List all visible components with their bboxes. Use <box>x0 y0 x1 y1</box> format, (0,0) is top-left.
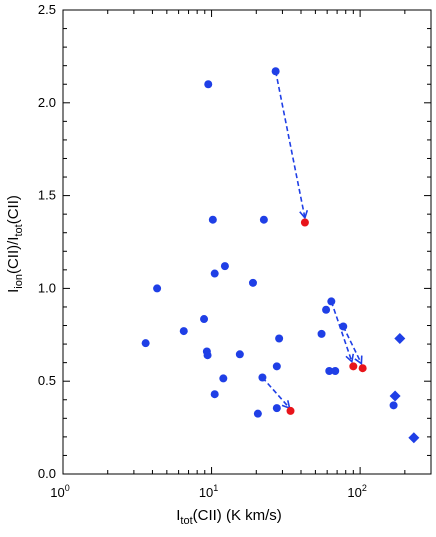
data-point <box>253 409 262 418</box>
data-point <box>389 401 398 410</box>
x-axis-label: Itot(CII) (K km/s) <box>176 507 282 527</box>
data-point <box>179 327 188 336</box>
shift-arrow <box>274 71 309 220</box>
arrow-annotations <box>261 71 363 410</box>
data-point <box>258 373 267 382</box>
x-tick-label: 101 <box>199 483 218 500</box>
data-point <box>275 334 284 343</box>
plot-frame <box>62 9 432 475</box>
y-tick-label: 2.5 <box>38 2 56 17</box>
shift-arrow <box>330 301 355 364</box>
y-tick-label: 1.5 <box>38 188 56 203</box>
y-tick-label: 0.0 <box>38 466 56 481</box>
data-point <box>327 297 336 306</box>
data-point <box>317 329 326 338</box>
data-point-red <box>349 362 358 371</box>
data-point <box>220 262 229 271</box>
data-point <box>271 67 280 76</box>
data-point-red <box>300 218 309 227</box>
data-point <box>141 339 150 348</box>
axis-ticks: 0.0 0.5 1.0 1.5 2.0 2.5 100 101 102 <box>38 2 432 500</box>
data-point-red <box>358 364 367 373</box>
data-point <box>219 374 228 383</box>
data-point <box>210 390 219 399</box>
data-point <box>259 215 268 224</box>
data-point <box>210 269 219 278</box>
data-point <box>248 278 257 287</box>
data-point <box>235 350 244 359</box>
data-point <box>208 215 217 224</box>
shift-arrow <box>261 376 291 410</box>
shift-arrow <box>342 326 363 366</box>
x-tick-label: 100 <box>50 483 69 500</box>
y-tick-label: 0.5 <box>38 373 56 388</box>
data-point <box>331 366 340 375</box>
data-point <box>203 351 212 360</box>
data-point <box>204 80 213 89</box>
data-point-diamond <box>408 432 420 444</box>
y-tick-label: 1.0 <box>38 280 56 295</box>
data-point-diamond <box>394 333 406 345</box>
data-point-diamond <box>389 390 401 402</box>
data-point-red <box>286 406 295 415</box>
x-tick-label: 102 <box>347 483 366 500</box>
data-point <box>325 366 334 375</box>
data-point <box>200 315 209 324</box>
y-tick-label: 2.0 <box>38 95 56 110</box>
data-points <box>141 67 420 444</box>
y-axis-label: Iion(CII)/Itot(CII) <box>5 195 25 293</box>
data-point <box>272 362 281 371</box>
data-point <box>153 284 162 293</box>
data-point <box>322 305 331 314</box>
data-point <box>339 322 348 331</box>
data-point <box>272 404 281 413</box>
